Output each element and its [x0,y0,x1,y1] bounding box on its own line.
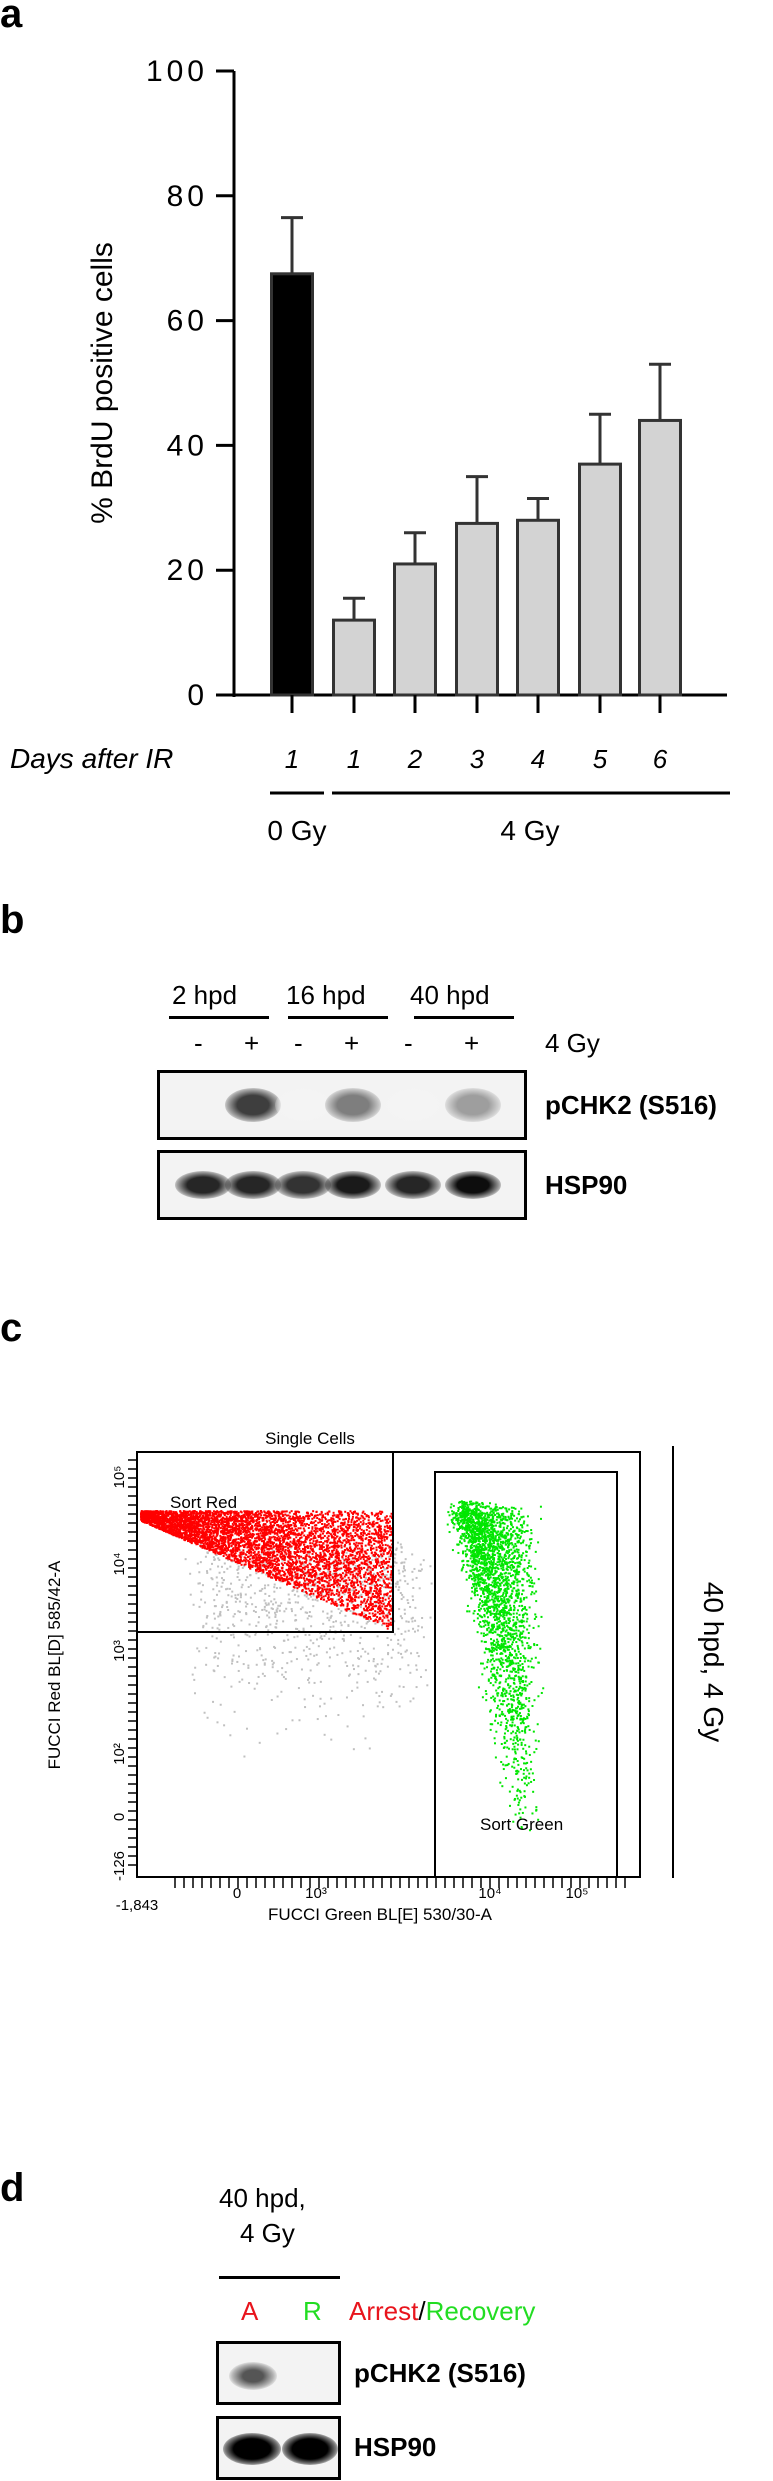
band-arrest [229,2362,277,2390]
flow-x-tick-label: 10³ [305,1885,327,1902]
d-row-label-pchk2: pCHK2 (S516) [354,2358,526,2388]
bar [270,272,314,697]
y-tick-label: 100 [146,55,208,88]
d-row-label-hsp90: HSP90 [354,2432,437,2462]
bar [578,462,622,697]
panel-label-c: c [0,1306,23,1350]
y-tick-label: 80 [167,180,208,213]
band [445,1171,501,1199]
timepoint-16hpd: 16 hpd [286,980,366,1010]
bar [332,618,376,697]
band [275,1171,331,1199]
flow-y-tick-label: 0 [111,1813,128,1821]
band [275,1088,331,1122]
timepoint-2hpd: 2 hpd [172,980,238,1010]
condition-line2: 4 Gy [240,2218,295,2248]
lane-label-arrest: A [241,2296,259,2326]
treatment-sign: + [344,1028,360,1058]
condition-underline [219,2276,340,2279]
legend-recovery: Recovery [425,2296,536,2326]
band [225,1088,281,1122]
blot-d-hsp90 [216,2416,341,2480]
bar [393,562,437,697]
band-recovery-hsp90 [282,2433,338,2465]
x-tick-label: 1 [347,744,361,774]
bar [638,418,682,697]
bar [455,521,499,697]
blot-hsp90 [157,1150,527,1220]
band [385,1171,441,1199]
x-tick-label: 6 [653,744,668,774]
band [225,1171,281,1199]
band [325,1171,381,1199]
gate-green-label: Sort Green [480,1815,563,1834]
flow-x-label: FUCCI Green BL[E] 530/30-A [268,1905,493,1924]
treatment-sign: - [294,1028,303,1058]
underline-2hpd [169,1016,269,1019]
flow-x-tick-label: 10⁵ [566,1885,589,1902]
group-label: 0 Gy [267,815,326,846]
timepoint-40hpd: 40 hpd [410,980,490,1010]
gate-title: Single Cells [265,1429,355,1448]
legend-arrest: Arrest [349,2296,419,2326]
blot-pchk2 [157,1070,527,1140]
band [325,1088,381,1122]
flow-y-label: FUCCI Red BL[D] 585/42-A [45,1560,64,1769]
red-events [140,1510,394,1632]
treatment-sign: + [244,1028,260,1058]
underline-16hpd [288,1016,388,1019]
group-label: 4 Gy [500,815,559,846]
band [445,1088,501,1122]
y-tick-label: 60 [167,305,208,338]
flow-y-tick-label: -126 [111,1851,128,1881]
row-label-hsp90: HSP90 [545,1170,628,1200]
gate-red-label: Sort Red [170,1493,237,1512]
legend: Arrest/Recovery [349,2296,535,2327]
side-label: 40 hpd, 4 Gy [698,1582,729,1742]
x-tick-label: 1 [285,744,299,774]
x-axis-label: Days after IR [10,743,173,774]
flow-y-tick-label: 10⁵ [111,1466,128,1489]
legend-separator: / [418,2296,426,2326]
panel-label-a: a [0,0,23,36]
band-arrest-hsp90 [223,2433,281,2465]
blot-d-pchk2 [216,2341,341,2405]
lane-label-recovery: R [303,2296,322,2326]
y-tick-label: 20 [167,554,208,587]
flow-x-tick-label: 10⁴ [478,1885,501,1902]
treatment-sign: - [194,1028,203,1058]
bar [516,518,560,697]
y-tick-label: 40 [167,429,208,462]
green-events [446,1500,545,1832]
panel-label-b: b [0,898,25,942]
y-axis-label: % BrdU positive cells [86,242,119,524]
flow-y-tick-label: 10⁴ [111,1552,128,1575]
underline-40hpd [414,1016,514,1019]
flow-y-tick-label: 10² [111,1743,128,1765]
treatment-label: 4 Gy [545,1028,600,1058]
band [385,1088,441,1122]
x-tick-label: 2 [407,744,423,774]
condition-line1: 40 hpd, [219,2183,306,2213]
bar-chart: % BrdU positive cells 0 20 40 60 80 100 1 1 2 3 4 5… [10,55,730,846]
row-label-pchk2: pCHK2 (S516) [545,1090,717,1120]
x-tick-label: 3 [470,744,485,774]
flow-x-tick-label: 0 [233,1885,241,1902]
flow-y-tick-label: 10³ [111,1640,128,1662]
flow-x-tick-label: -1,843 [116,1897,159,1914]
treatment-sign: - [404,1028,413,1058]
treatment-sign: + [464,1028,480,1058]
flow-cytometry-plot: Single Cells Sort Red Sort Green FUCCI R… [45,1429,729,1924]
y-tick-label: 0 [187,679,208,712]
x-tick-label: 5 [593,744,608,774]
x-tick-label: 4 [531,744,545,774]
panel-label-d: d [0,2166,25,2210]
band [175,1171,231,1199]
